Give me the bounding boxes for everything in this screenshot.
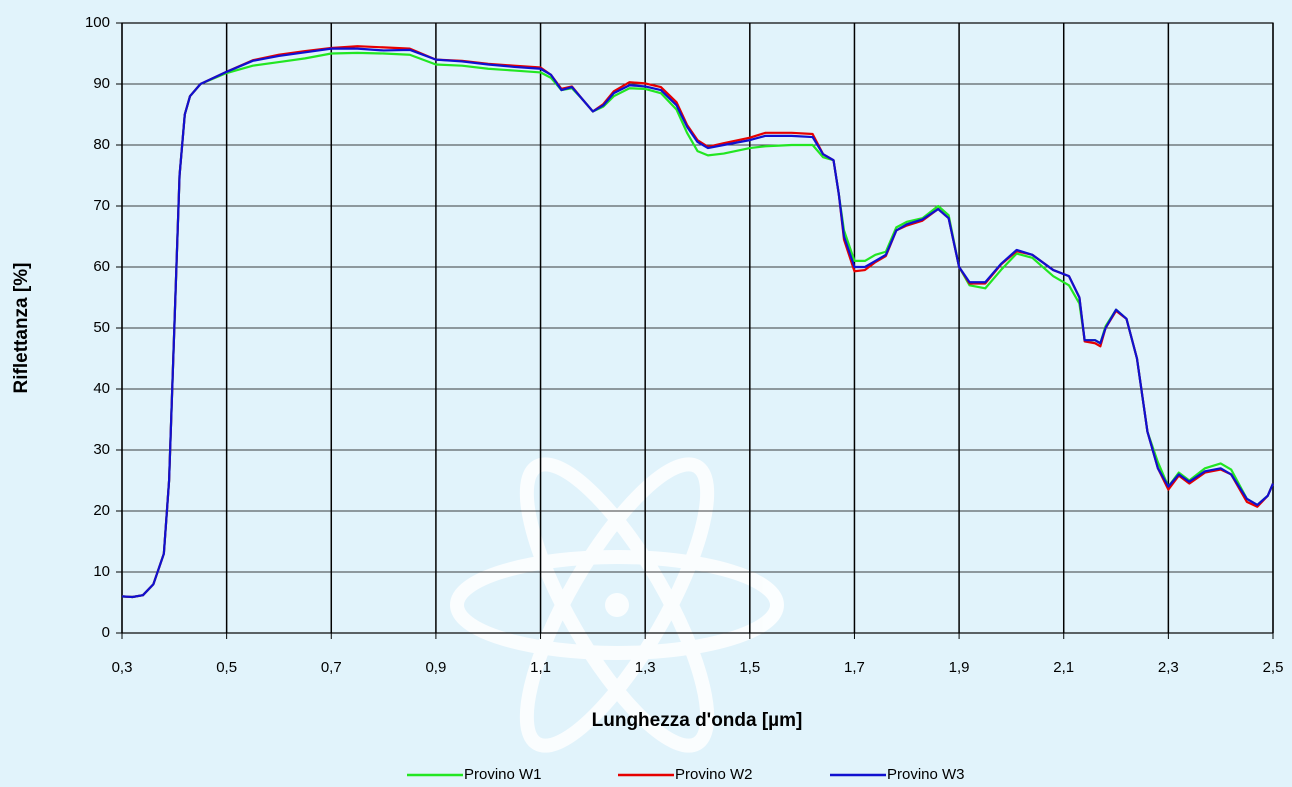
y-tick-label: 80	[93, 136, 110, 153]
x-tick-label: 2,3	[1158, 659, 1179, 676]
y-tick-label: 100	[85, 14, 110, 31]
legend-label: Provino W1	[464, 766, 542, 783]
series-line	[121, 45, 1275, 599]
y-tick-label: 10	[93, 563, 110, 580]
x-tick-label: 1,1	[530, 659, 551, 676]
y-tick-label: 0	[102, 624, 110, 641]
x-tick-label: 1,3	[635, 659, 656, 676]
x-tick-label: 0,9	[425, 659, 446, 676]
y-tick-label: 20	[93, 502, 110, 519]
plot-frame	[121, 22, 1274, 634]
y-tick-label: 30	[93, 441, 110, 458]
x-tick-label: 0,5	[216, 659, 237, 676]
x-tick-label: 2,5	[1263, 659, 1284, 676]
y-tick-label: 50	[93, 319, 110, 336]
x-tick-label: 0,3	[112, 659, 133, 676]
x-tick-label: 2,1	[1053, 659, 1074, 676]
y-tick-label: 90	[93, 75, 110, 92]
series-line	[121, 51, 1275, 599]
legend-label: Provino W3	[887, 766, 965, 783]
series-line	[121, 47, 1275, 599]
watermark	[450, 457, 784, 753]
x-tick-label: 1,5	[739, 659, 760, 676]
x-axis-title: Lunghezza d'onda [µm]	[592, 710, 803, 731]
y-tick-label: 70	[93, 197, 110, 214]
y-axis-title: Riflettanza [%]	[11, 263, 32, 394]
x-tick-label: 1,9	[949, 659, 970, 676]
legend-label: Provino W2	[675, 766, 753, 783]
y-tick-label: 40	[93, 380, 110, 397]
x-tick-label: 1,7	[844, 659, 865, 676]
y-tick-label: 60	[93, 258, 110, 275]
x-tick-label: 0,7	[321, 659, 342, 676]
